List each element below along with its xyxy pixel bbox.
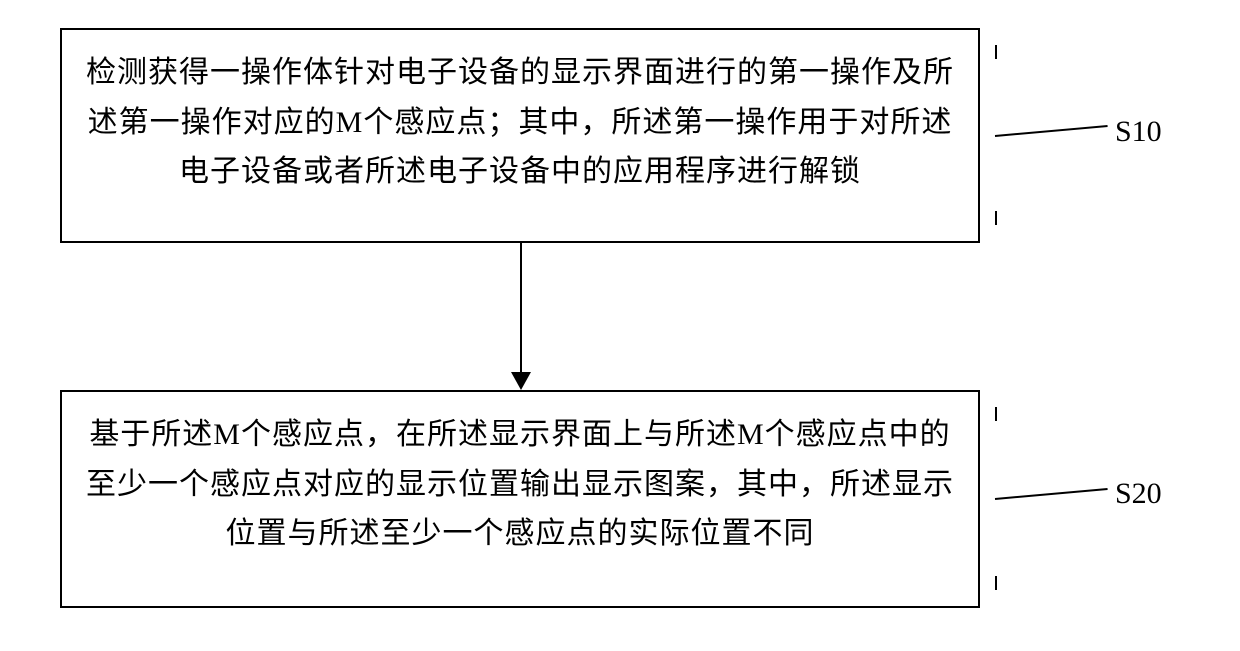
step-label-s10: S10 (1115, 115, 1162, 149)
label-tick (995, 407, 997, 421)
label-tick (995, 576, 997, 590)
flow-step-s10-text: 检测获得一操作体针对电子设备的显示界面进行的第一操作及所述第一操作对应的M个感应… (86, 56, 954, 188)
flow-step-s20: 基于所述M个感应点，在所述显示界面上与所述M个感应点中的至少一个感应点对应的显示… (60, 390, 980, 608)
flow-arrow-head-icon (511, 372, 531, 390)
flow-arrow-shaft (520, 243, 522, 372)
step-label-s20: S20 (1115, 477, 1162, 511)
label-connector (995, 488, 1108, 500)
label-tick (995, 45, 997, 59)
label-connector (995, 125, 1108, 137)
label-tick (995, 211, 997, 225)
flow-step-s20-text: 基于所述M个感应点，在所述显示界面上与所述M个感应点中的至少一个感应点对应的显示… (86, 418, 954, 550)
flow-step-s10: 检测获得一操作体针对电子设备的显示界面进行的第一操作及所述第一操作对应的M个感应… (60, 28, 980, 243)
